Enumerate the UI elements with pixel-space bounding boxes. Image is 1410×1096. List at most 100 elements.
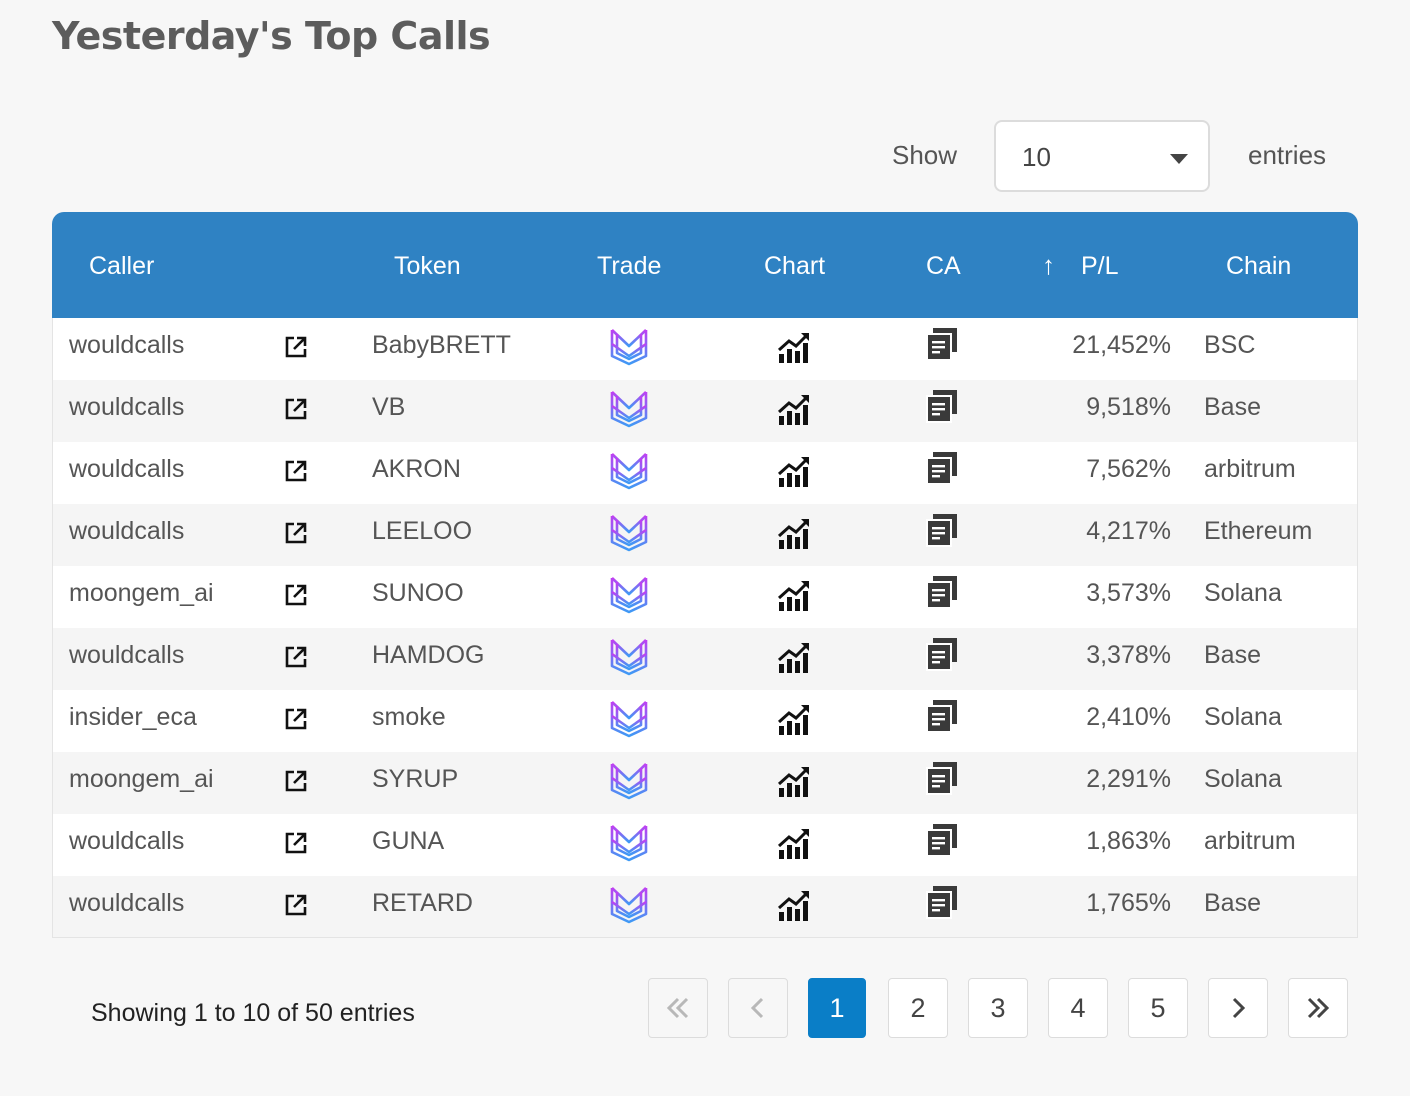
show-label: Show xyxy=(892,140,958,170)
chain-name: Base xyxy=(1204,889,1261,917)
chart-growth-icon[interactable] xyxy=(777,826,811,860)
pl-value: 9,518% xyxy=(1086,393,1171,421)
pl-value: 1,863% xyxy=(1086,827,1171,855)
table-header: Caller Token Trade Chart CA ↑ P/L Chain xyxy=(52,212,1358,318)
external-link-icon[interactable] xyxy=(282,767,310,795)
chart-growth-icon[interactable] xyxy=(777,330,811,364)
external-link-icon[interactable] xyxy=(282,395,310,423)
header-chart: Chart xyxy=(764,252,826,280)
trade-logo-icon[interactable] xyxy=(609,822,649,862)
pl-value: 1,765% xyxy=(1086,889,1171,917)
external-link-icon[interactable] xyxy=(282,333,310,361)
trade-logo-icon[interactable] xyxy=(609,698,649,738)
external-link-icon[interactable] xyxy=(282,829,310,857)
external-link-icon[interactable] xyxy=(282,643,310,671)
pl-value: 7,562% xyxy=(1086,455,1171,483)
table-row: wouldcalls HAMDOG 3,378% Base xyxy=(52,628,1358,690)
header-caller[interactable]: Caller xyxy=(89,252,155,280)
chart-growth-icon[interactable] xyxy=(777,764,811,798)
pl-value: 4,217% xyxy=(1086,517,1171,545)
pagination-last-button[interactable] xyxy=(1288,978,1348,1038)
caret-down-icon xyxy=(1170,154,1188,164)
chart-growth-icon[interactable] xyxy=(777,888,811,922)
copy-icon[interactable] xyxy=(924,822,960,858)
chain-name: BSC xyxy=(1204,331,1256,359)
token-name: HAMDOG xyxy=(372,641,485,669)
copy-icon[interactable] xyxy=(924,574,960,610)
copy-icon[interactable] xyxy=(924,698,960,734)
entries-per-page-select[interactable]: 10 xyxy=(994,120,1210,192)
chart-growth-icon[interactable] xyxy=(777,640,811,674)
entries-label: entries xyxy=(1248,140,1327,170)
table-row: wouldcalls VB 9,518% Base xyxy=(52,380,1358,442)
header-pl[interactable]: P/L xyxy=(1081,252,1119,280)
pagination-page-4[interactable]: 4 xyxy=(1048,978,1108,1038)
table-row: moongem_ai SUNOO 3,573% Solana xyxy=(52,566,1358,628)
copy-icon[interactable] xyxy=(924,884,960,920)
copy-icon[interactable] xyxy=(924,760,960,796)
caller-name: wouldcalls xyxy=(69,827,185,855)
chart-growth-icon[interactable] xyxy=(777,578,811,612)
chain-name: Base xyxy=(1204,393,1261,421)
header-chain[interactable]: Chain xyxy=(1226,252,1292,280)
table-body: wouldcalls BabyBRETT 21,452% BSC wouldcalls V… xyxy=(52,318,1358,938)
trade-logo-icon[interactable] xyxy=(609,884,649,924)
copy-icon[interactable] xyxy=(924,326,960,362)
trade-logo-icon[interactable] xyxy=(609,512,649,552)
external-link-icon[interactable] xyxy=(282,519,310,547)
copy-icon[interactable] xyxy=(924,450,960,486)
entries-per-page-value: 10 xyxy=(1022,142,1051,172)
copy-icon[interactable] xyxy=(924,512,960,548)
pl-value: 3,573% xyxy=(1086,579,1171,607)
token-name: SYRUP xyxy=(372,765,459,793)
chart-growth-icon[interactable] xyxy=(777,392,811,426)
copy-icon[interactable] xyxy=(924,636,960,672)
trade-logo-icon[interactable] xyxy=(609,326,649,366)
chain-name: arbitrum xyxy=(1204,455,1296,483)
pagination-page-5[interactable]: 5 xyxy=(1128,978,1188,1038)
caller-name: insider_eca xyxy=(69,703,197,731)
double-chevron-right-icon xyxy=(1307,997,1330,1019)
chart-growth-icon[interactable] xyxy=(777,516,811,550)
pagination-next-button[interactable] xyxy=(1208,978,1268,1038)
trade-logo-icon[interactable] xyxy=(609,760,649,800)
token-name: BabyBRETT xyxy=(372,331,511,359)
external-link-icon[interactable] xyxy=(282,457,310,485)
pagination-page-2[interactable]: 2 xyxy=(888,978,948,1038)
caller-name: moongem_ai xyxy=(69,765,214,793)
trade-logo-icon[interactable] xyxy=(609,388,649,428)
pl-value: 2,410% xyxy=(1086,703,1171,731)
chart-growth-icon[interactable] xyxy=(777,702,811,736)
external-link-icon[interactable] xyxy=(282,891,310,919)
header-ca: CA xyxy=(926,252,961,280)
chain-name: Ethereum xyxy=(1204,517,1313,545)
page-title: Yesterday's Top Calls xyxy=(52,14,491,58)
sort-arrow-icon[interactable]: ↑ xyxy=(1042,250,1055,280)
external-link-icon[interactable] xyxy=(282,581,310,609)
caller-name: moongem_ai xyxy=(69,579,214,607)
table-info: Showing 1 to 10 of 50 entries xyxy=(91,999,415,1027)
pagination-first-button[interactable] xyxy=(648,978,708,1038)
caller-name: wouldcalls xyxy=(69,889,185,917)
trade-logo-icon[interactable] xyxy=(609,450,649,490)
top-calls-table: Caller Token Trade Chart CA ↑ P/L Chain … xyxy=(52,212,1358,938)
table-row: moongem_ai SYRUP 2,291% Solana xyxy=(52,752,1358,814)
caller-name: wouldcalls xyxy=(69,517,185,545)
trade-logo-icon[interactable] xyxy=(609,574,649,614)
caller-name: wouldcalls xyxy=(69,455,185,483)
pagination-page-3[interactable]: 3 xyxy=(968,978,1028,1038)
caller-name: wouldcalls xyxy=(69,393,185,421)
chart-growth-icon[interactable] xyxy=(777,454,811,488)
pagination-prev-button[interactable] xyxy=(728,978,788,1038)
token-name: VB xyxy=(372,393,406,421)
table-row: wouldcalls AKRON 7,562% arbitrum xyxy=(52,442,1358,504)
copy-icon[interactable] xyxy=(924,388,960,424)
pl-value: 2,291% xyxy=(1086,765,1171,793)
trade-logo-icon[interactable] xyxy=(609,636,649,676)
chain-name: arbitrum xyxy=(1204,827,1296,855)
token-name: RETARD xyxy=(372,889,473,917)
chain-name: Solana xyxy=(1204,765,1282,793)
header-token[interactable]: Token xyxy=(394,252,461,280)
pagination-page-1[interactable]: 1 xyxy=(808,978,866,1038)
external-link-icon[interactable] xyxy=(282,705,310,733)
